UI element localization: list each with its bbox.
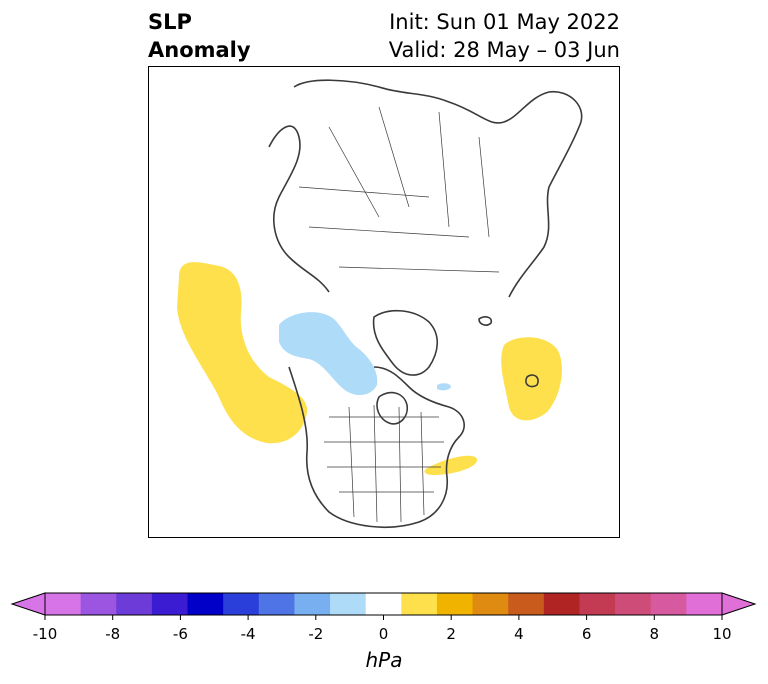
- coastlines: [268, 79, 583, 528]
- positive-anomaly-western-atlantic: [424, 455, 478, 475]
- colorbar-ticks: -10 -8 -6 -4 -2 0 2 4 6 8 10: [33, 615, 732, 643]
- colorbar-segment: [330, 593, 367, 615]
- title-variable-2: Anomaly: [148, 38, 251, 62]
- colorbar-tick-label: 10: [712, 625, 731, 643]
- colorbar-segment: [258, 593, 295, 615]
- colorbar-segment: [436, 593, 474, 615]
- colorbar-segment: [579, 593, 616, 615]
- colorbar-segment: [472, 593, 509, 615]
- colorbar-segment: [223, 593, 260, 615]
- negative-anomaly-small: [437, 383, 451, 391]
- colorbar-tick-label: 2: [446, 625, 456, 643]
- positive-anomaly-atlantic: [501, 337, 562, 421]
- colorbar-segment: [116, 593, 153, 615]
- colorbar-segment: [401, 593, 438, 615]
- colorbar-segment: [294, 593, 331, 615]
- map-subtitle: Init: Sun 01 May 2022 Valid: 28 May – 03…: [389, 8, 620, 64]
- colorbar-segment: [686, 593, 723, 615]
- colorbar-tick-label: 6: [582, 625, 592, 643]
- colorbar-extend-high: [721, 592, 757, 616]
- colorbar-tick-label: 4: [514, 625, 524, 643]
- valid-date: Valid: 28 May – 03 Jun: [388, 38, 620, 62]
- map-title: SLP Anomaly: [148, 8, 251, 64]
- colorbar-tick-label: -8: [105, 625, 120, 643]
- colorbar-segments: [10, 592, 757, 616]
- colorbar-tick-label: -4: [241, 625, 256, 643]
- colorbar-segment: [187, 593, 224, 615]
- colorbar-extend-low: [10, 592, 46, 616]
- colorbar-segment: [650, 593, 687, 615]
- colorbar-segment: [45, 593, 82, 615]
- colorbar-segment: [543, 593, 580, 615]
- negative-anomaly-alaska: [279, 312, 378, 396]
- polar-map: [177, 79, 583, 528]
- political-borders: [298, 106, 500, 523]
- anomaly-fills: [177, 262, 562, 475]
- colorbar: -10 -8 -6 -4 -2 0 2 4 6 8 10: [10, 592, 757, 643]
- positive-anomaly-pacific: [177, 262, 308, 444]
- colorbar-segment: [151, 593, 189, 615]
- colorbar-tick-label: -6: [173, 625, 188, 643]
- title-variable: SLP: [148, 10, 192, 34]
- colorbar-tick-label: 8: [650, 625, 660, 643]
- init-date: Init: Sun 01 May 2022: [389, 10, 620, 34]
- colorbar-tick-label: -10: [33, 625, 58, 643]
- colorbar-segment: [615, 593, 652, 615]
- colorbar-segment: [508, 593, 545, 615]
- colorbar-unit-label: hPa: [365, 648, 403, 672]
- colorbar-segment: [80, 593, 117, 615]
- colorbar-segment: [365, 593, 402, 615]
- colorbar-tick-label: 0: [379, 625, 389, 643]
- colorbar-tick-label: -2: [308, 625, 323, 643]
- map-panel: [148, 66, 620, 538]
